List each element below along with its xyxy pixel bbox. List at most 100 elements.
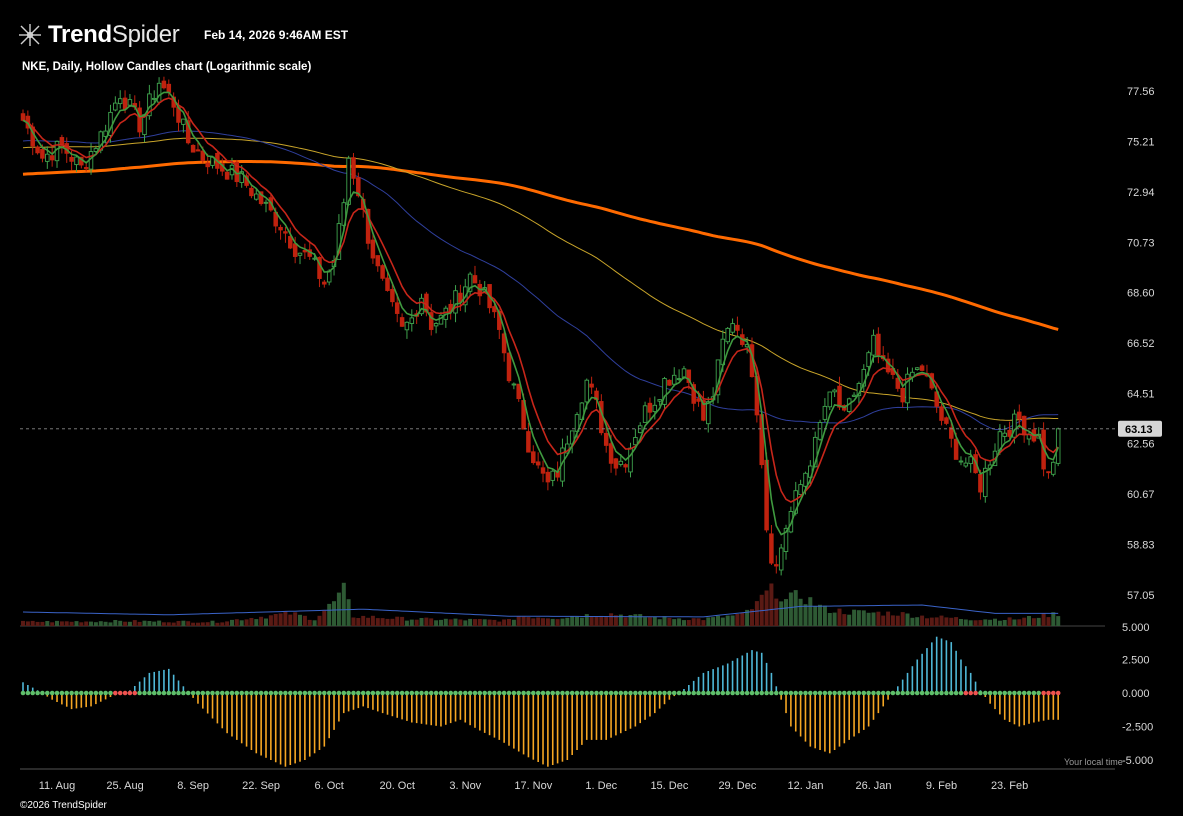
oscillator-dot: [98, 690, 104, 696]
volume-bar: [205, 622, 210, 626]
volume-bar: [541, 618, 545, 626]
candle-body: [511, 383, 517, 386]
volume-bar: [424, 617, 429, 626]
oscillator-dot: [433, 690, 439, 696]
volume-bar: [118, 620, 123, 626]
candle-body: [506, 352, 512, 382]
oscillator-dot: [725, 690, 730, 696]
oscillator-dot: [428, 690, 434, 696]
volume-bar: [750, 609, 754, 626]
oscillator-dot: [876, 690, 881, 696]
oscillator-dot: [317, 690, 322, 696]
volume-bar: [458, 619, 463, 626]
volume-bar: [1051, 612, 1056, 626]
candle-body: [409, 317, 415, 324]
oscillator-dot: [890, 690, 896, 696]
oscillator-dot: [817, 690, 823, 696]
oscillator-dot: [812, 690, 818, 696]
oscillator-tick-label: 0.000: [1122, 688, 1150, 700]
volume-bar: [876, 611, 881, 626]
volume-bar: [716, 615, 720, 626]
candle-body: [730, 323, 735, 333]
volume-bar: [492, 619, 497, 626]
volume-bar: [157, 620, 162, 626]
volume-bar: [861, 610, 866, 626]
volume-bar: [234, 619, 239, 626]
volume-bar: [409, 619, 414, 626]
volume-bar: [25, 621, 30, 626]
date-tick-label: 3. Nov: [449, 780, 481, 792]
candle-body: [939, 406, 944, 421]
volume-bar: [886, 611, 891, 626]
volume-bar: [336, 592, 341, 626]
volume-bar: [147, 621, 152, 626]
candle-body: [283, 231, 288, 234]
oscillator-dot: [1041, 690, 1046, 696]
oscillator-dot: [710, 690, 716, 696]
candle-body: [224, 171, 230, 180]
volume-bar: [647, 617, 652, 626]
oscillator-dot: [973, 690, 978, 696]
candle-body: [69, 156, 74, 162]
volume-bar: [521, 616, 526, 626]
oscillator-dot: [910, 690, 915, 696]
oscillator-dot: [472, 690, 478, 696]
volume-bar: [672, 619, 677, 626]
volume-bar: [638, 614, 643, 626]
oscillator-tick-label: 2.500: [1122, 655, 1150, 667]
volume-bar: [507, 619, 511, 626]
oscillator-dot: [958, 690, 964, 696]
oscillator-dot: [88, 690, 94, 696]
volume-bar: [959, 619, 963, 626]
oscillator-dot: [521, 690, 526, 696]
ema-fast-line: [22, 91, 1059, 536]
candle-body: [647, 402, 653, 413]
volume-bar: [312, 620, 317, 626]
candle-body: [803, 472, 808, 487]
oscillator-dot: [59, 690, 65, 696]
oscillator-dot: [613, 690, 619, 696]
oscillator-dot: [166, 690, 172, 696]
oscillator-dot: [54, 690, 60, 696]
volume-bar: [565, 617, 570, 626]
volume-bar: [560, 618, 565, 626]
price-tick-label: 75.21: [1127, 137, 1155, 149]
price-tick-label: 57.05: [1127, 590, 1155, 602]
volume-bar: [439, 619, 443, 626]
volume-bar: [550, 618, 555, 626]
oscillator-dot: [326, 690, 332, 696]
oscillator-dot: [793, 690, 798, 696]
oscillator-dot: [40, 690, 45, 696]
candle-body: [531, 451, 536, 464]
oscillator-dot: [1017, 690, 1022, 696]
oscillator-dot: [83, 690, 89, 696]
candle-body: [812, 436, 818, 468]
volume-bar: [113, 620, 118, 626]
oscillator-dot: [419, 690, 424, 696]
candle-body: [706, 401, 711, 425]
oscillator-dot: [511, 690, 517, 696]
oscillator-dot: [953, 690, 959, 696]
volume-bar: [934, 617, 939, 626]
oscillator-dot: [667, 690, 672, 696]
oscillator-dot: [798, 690, 803, 696]
oscillator-dot: [341, 690, 347, 696]
candle-body: [117, 98, 123, 105]
oscillator-dot: [249, 690, 254, 696]
candle-body: [652, 404, 658, 413]
volume-average-line: [22, 604, 1059, 618]
oscillator-dot: [156, 690, 162, 696]
volume-bar: [79, 622, 84, 626]
volume-bar: [993, 618, 997, 626]
volume-bar: [662, 616, 667, 626]
oscillator-dot: [924, 690, 930, 696]
candle-body: [453, 290, 458, 314]
candle-body: [978, 473, 983, 493]
oscillator-dot: [1012, 690, 1017, 696]
oscillator-dot: [565, 690, 570, 696]
volume-bar: [720, 617, 725, 626]
oscillator-dot: [706, 690, 711, 696]
candle-body: [618, 460, 624, 465]
oscillator-dot: [676, 690, 682, 696]
